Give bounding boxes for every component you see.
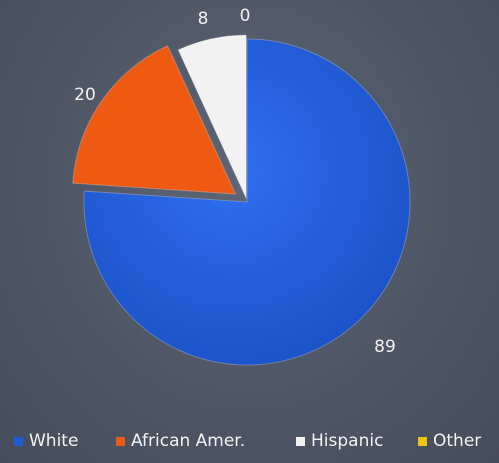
legend-swatch-hispanic	[296, 437, 305, 446]
legend-swatch-african-amer	[116, 437, 125, 446]
pie-slice-hispanic	[177, 34, 247, 199]
legend-label-african-amer: African Amer.	[131, 431, 245, 451]
data-label-hispanic: 8	[198, 9, 209, 29]
data-label-other: 0	[240, 6, 251, 26]
pie-slice-white	[83, 38, 411, 366]
legend-item-white: White	[14, 431, 78, 451]
legend-item-other: Other	[418, 431, 481, 451]
legend-swatch-other	[418, 437, 427, 446]
legend-label-white: White	[29, 431, 78, 451]
legend-item-hispanic: Hispanic	[296, 431, 383, 451]
pie-slice-african-amer	[72, 45, 237, 195]
legend-label-other: Other	[433, 431, 481, 451]
legend-item-african-amer: African Amer.	[116, 431, 245, 451]
chart-legend: White African Amer. Hispanic Other	[14, 431, 481, 451]
pie-data-labels: 89 20 8 0	[74, 6, 396, 357]
data-label-white: 89	[374, 337, 396, 357]
legend-swatch-white	[14, 437, 23, 446]
pie-slices	[72, 34, 411, 366]
legend-label-hispanic: Hispanic	[311, 431, 383, 451]
data-label-african-amer: 20	[74, 85, 96, 105]
